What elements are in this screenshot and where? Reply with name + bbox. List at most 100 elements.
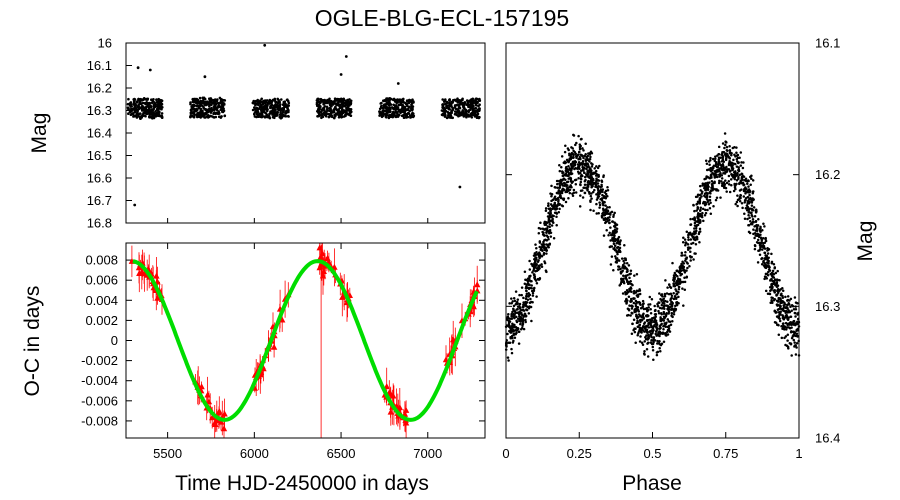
phased-point [786, 322, 790, 326]
light-curve-point [146, 105, 149, 108]
light-curve-point [470, 116, 474, 119]
phased-point [602, 175, 605, 179]
phased-point [638, 328, 641, 331]
phased-point [771, 275, 775, 279]
light-curve-point [221, 101, 224, 105]
phased-point [784, 309, 788, 313]
phased-point [581, 189, 584, 192]
phased-point [749, 198, 752, 201]
phased-point [524, 314, 528, 318]
o-c-point [211, 419, 218, 426]
phased-point [721, 182, 724, 185]
phased-point [614, 255, 617, 258]
phased-point [573, 178, 577, 182]
phased-point [567, 172, 571, 175]
light-curve-point [277, 108, 281, 112]
light-curve-point [348, 110, 352, 113]
phased-point [711, 188, 714, 192]
phased-point [739, 151, 743, 154]
phased-point [681, 241, 685, 244]
phased-point [682, 304, 685, 307]
phased-point [574, 183, 578, 186]
phased-point [570, 181, 574, 184]
light-curve-point [387, 116, 391, 120]
phased-point [780, 336, 784, 340]
phased-point [683, 268, 686, 272]
o-c-y-tick-label: 0 [111, 333, 118, 348]
phased-point [670, 314, 673, 317]
light-curve-point [154, 110, 157, 113]
phased-point [734, 187, 737, 191]
phased-point [779, 301, 782, 305]
phased-point [788, 299, 791, 302]
phased-point [733, 145, 736, 149]
phased-point [790, 336, 794, 340]
phased-point [632, 318, 636, 321]
phased-point [533, 276, 536, 280]
light-curve-point [157, 114, 161, 117]
phased-point [707, 168, 710, 171]
phased-point [590, 165, 594, 168]
light-curve-point [201, 110, 204, 113]
phased-point [570, 172, 574, 175]
light-curve-point [315, 103, 319, 106]
phased-point [630, 307, 634, 310]
phased-point [757, 249, 760, 252]
phased-point [720, 153, 723, 156]
phased-point [757, 233, 761, 237]
o-c-y-label: O-C in days [21, 286, 44, 397]
phased-point [550, 204, 554, 207]
phased-point [518, 302, 522, 306]
light-curve-point [396, 98, 400, 102]
phased-point [772, 279, 776, 283]
phased-point [638, 292, 642, 296]
light-curve-point [259, 115, 262, 119]
light-curve-outlier [344, 55, 348, 58]
phased-point [777, 291, 780, 294]
phased-point [617, 235, 621, 239]
light-curve-point [195, 107, 198, 111]
o-c-frame [125, 242, 486, 439]
phased-point [551, 207, 554, 211]
phased-point [708, 207, 712, 210]
phased-point [550, 219, 554, 223]
phased-point [699, 214, 703, 217]
phased-point [595, 165, 598, 168]
phased-point [654, 332, 657, 336]
phased-point [674, 273, 678, 277]
phased-point [709, 201, 712, 204]
phased-point [578, 147, 582, 151]
phased-point [601, 193, 604, 197]
phased-point [733, 184, 737, 187]
o-c-point [279, 316, 286, 323]
phased-point [656, 305, 660, 308]
phased-point [547, 219, 550, 223]
phased-point [527, 294, 531, 297]
phased-point [670, 312, 674, 315]
phased-point [596, 196, 600, 200]
phased-point [591, 177, 595, 181]
phased-point [640, 316, 644, 319]
phased-point [752, 206, 756, 209]
phased-point [642, 302, 645, 305]
phased-point [749, 183, 752, 187]
phased-point [680, 251, 684, 255]
phased-point [596, 178, 600, 182]
phased-point [789, 315, 792, 319]
phased-point [606, 189, 610, 192]
phased-point [617, 248, 621, 252]
phased-point [618, 284, 621, 287]
phased-point [776, 269, 779, 273]
phased-point [760, 262, 764, 266]
phased-point [564, 190, 567, 194]
light-curve-point [381, 114, 385, 118]
phased-point [542, 253, 546, 256]
phased-point [762, 259, 765, 263]
phased-point [758, 229, 762, 232]
phased-point [619, 270, 623, 274]
phased-point [713, 170, 717, 173]
light-curve-point [447, 106, 451, 110]
phased-point [684, 244, 687, 247]
phased-point [735, 154, 739, 157]
phased-point [655, 353, 659, 357]
